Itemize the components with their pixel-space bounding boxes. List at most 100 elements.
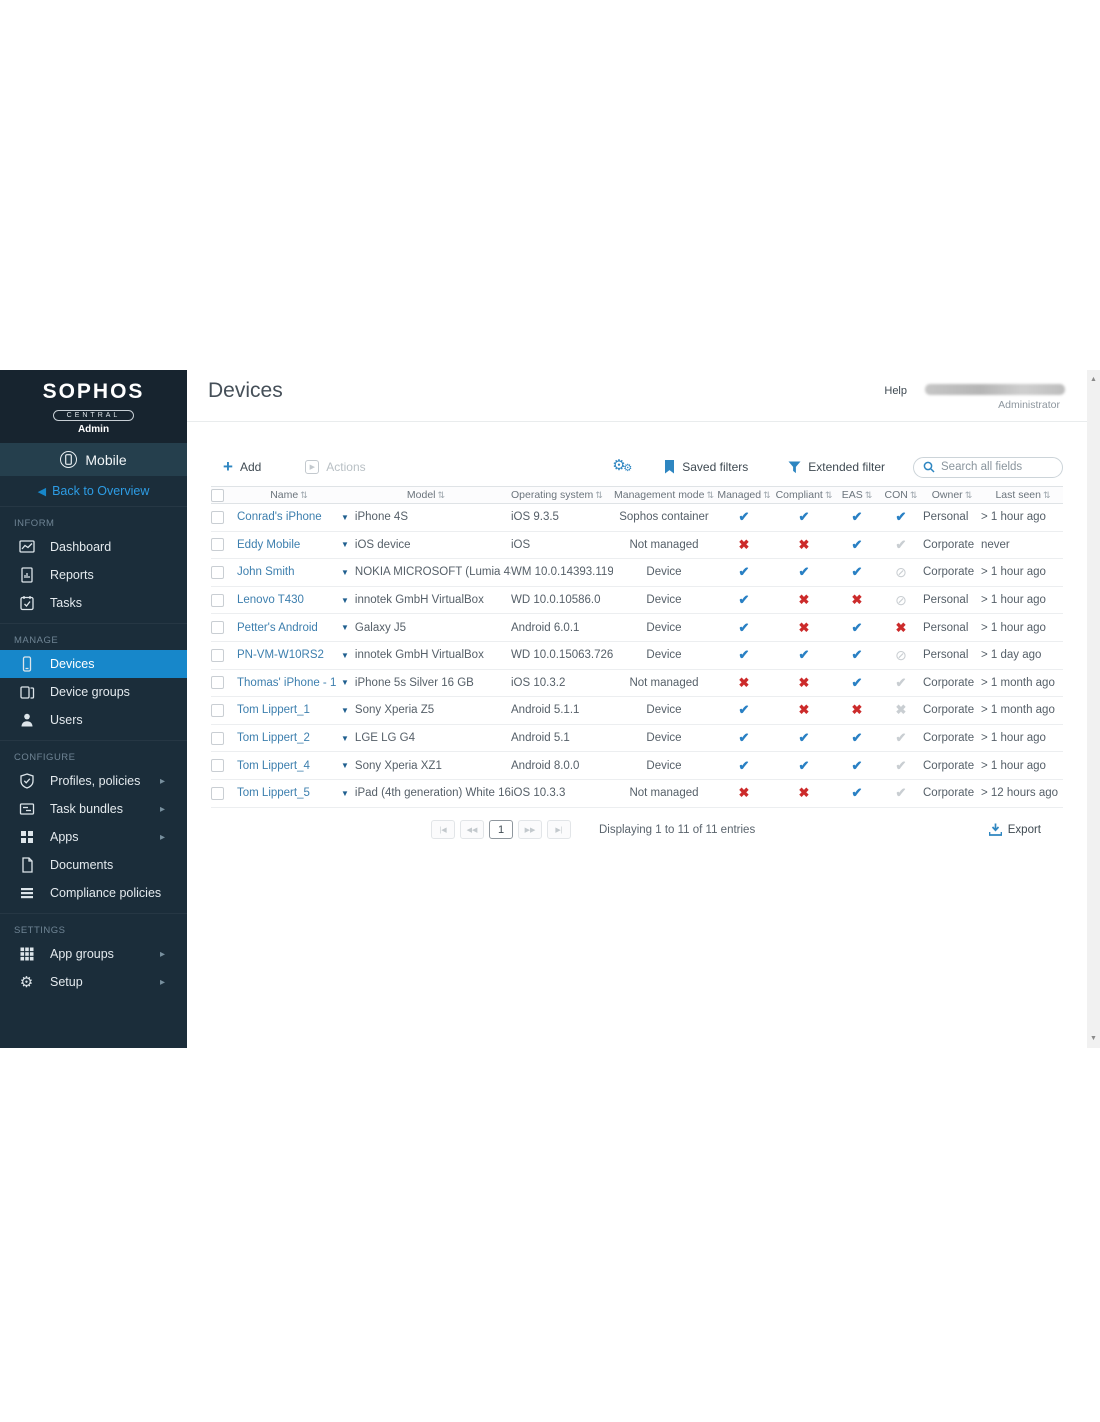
row-checkbox[interactable] xyxy=(211,676,224,690)
device-name-link[interactable]: Conrad's iPhone xyxy=(237,511,322,524)
row-checkbox[interactable] xyxy=(211,786,224,800)
help-link[interactable]: Help xyxy=(884,385,907,397)
device-name-link[interactable]: Tom Lippert_4 xyxy=(237,759,310,772)
sort-icon[interactable]: ⇅ xyxy=(964,490,973,500)
device-name-link[interactable]: Eddy Mobile xyxy=(237,538,301,551)
row-checkbox[interactable] xyxy=(211,731,224,745)
sort-icon[interactable]: ⇅ xyxy=(437,490,446,500)
column-header-con[interactable]: CON ⇅ xyxy=(879,489,923,501)
select-all-checkbox[interactable] xyxy=(211,488,224,502)
sidebar-item-apps[interactable]: Apps ▸ xyxy=(0,823,187,851)
column-header-owner[interactable]: Owner ⇅ xyxy=(923,489,981,501)
sidebar-item-app-groups[interactable]: App groups ▸ xyxy=(0,940,187,968)
row-checkbox[interactable] xyxy=(211,510,224,524)
back-to-overview-link[interactable]: ◀ Back to Overview xyxy=(0,476,187,506)
row-expand-caret-icon[interactable]: ▼ xyxy=(341,650,349,660)
sidebar-item-documents[interactable]: Documents xyxy=(0,851,187,879)
sidebar-item-tasks[interactable]: Tasks xyxy=(0,589,187,617)
row-expand-caret-icon[interactable]: ▼ xyxy=(341,540,349,550)
column-header-last-seen[interactable]: Last seen ⇅ xyxy=(981,489,1065,501)
sidebar-item-users[interactable]: Users xyxy=(0,706,187,734)
bookmark-icon xyxy=(664,460,675,474)
eas-status-icon: ✔ xyxy=(851,619,863,635)
sidebar-item-label: Task bundles xyxy=(50,802,123,816)
sidebar-item-dashboard[interactable]: Dashboard xyxy=(0,533,187,561)
sort-icon[interactable]: ⇅ xyxy=(1043,490,1051,500)
first-page-button[interactable]: |◀ xyxy=(431,820,455,840)
row-checkbox[interactable] xyxy=(211,648,224,662)
device-model: iPhone 4S xyxy=(354,511,408,524)
sidebar-item-setup[interactable]: ⚙ Setup ▸ xyxy=(0,968,187,996)
sidebar-item-device-groups[interactable]: Device groups xyxy=(0,678,187,706)
con-status-icon: ⊘ xyxy=(895,563,907,580)
sidebar-section-label: INFORM xyxy=(14,518,55,529)
con-status-icon: ✔ xyxy=(895,509,907,525)
vertical-scrollbar[interactable]: ▲ ▼ xyxy=(1087,370,1100,1048)
sort-icon[interactable]: ⇅ xyxy=(300,490,308,500)
next-page-button[interactable]: ▶▶ xyxy=(518,820,542,840)
sidebar-item-task-bundles[interactable]: Task bundles ▸ xyxy=(0,795,187,823)
column-header-management-mode[interactable]: Management mode ⇅ xyxy=(613,489,715,501)
sort-icon[interactable]: ⇅ xyxy=(595,490,603,500)
row-checkbox[interactable] xyxy=(211,565,224,579)
device-name-link[interactable]: Tom Lippert_1 xyxy=(237,704,310,717)
device-name-link[interactable]: Lenovo T430 xyxy=(237,594,304,607)
sort-icon[interactable]: ⇅ xyxy=(824,490,833,500)
user-name-redacted[interactable] xyxy=(925,384,1065,395)
search-input[interactable] xyxy=(941,461,1051,473)
sidebar-item-compliance-policies[interactable]: Compliance policies xyxy=(0,879,187,907)
table-settings-button[interactable]: ⚙ ⚙ xyxy=(612,458,634,476)
app-switcher-mobile[interactable]: Mobile xyxy=(0,443,187,476)
row-expand-caret-icon[interactable]: ▼ xyxy=(341,705,349,715)
prev-page-button[interactable]: ◀◀ xyxy=(460,820,484,840)
actions-button[interactable]: ▶ Actions xyxy=(305,460,366,474)
current-page-indicator[interactable]: 1 xyxy=(489,820,513,840)
device-owner: Corporate xyxy=(923,538,975,551)
device-name-link[interactable]: John Smith xyxy=(237,566,295,579)
search-box[interactable] xyxy=(913,456,1063,478)
column-header-operating-system[interactable]: Operating system ⇅ xyxy=(511,489,613,501)
sidebar-section-label: CONFIGURE xyxy=(14,752,76,763)
row-expand-caret-icon[interactable]: ▼ xyxy=(341,733,349,743)
column-header-model[interactable]: Model ⇅ xyxy=(341,489,511,501)
export-button[interactable]: Export xyxy=(988,823,1041,836)
sort-icon[interactable]: ⇅ xyxy=(909,490,918,500)
column-header-eas[interactable]: EAS ⇅ xyxy=(835,489,879,501)
device-row: Thomas' iPhone - 1 ▼ iPhone 5s Silver 16 G… xyxy=(211,670,1063,698)
column-header-managed[interactable]: Managed ⇅ xyxy=(715,489,773,501)
device-name-link[interactable]: Petter's Android xyxy=(237,621,318,634)
scroll-down-arrow[interactable]: ▼ xyxy=(1090,1035,1097,1042)
column-header-compliant[interactable]: Compliant ⇅ xyxy=(773,489,835,501)
row-checkbox[interactable] xyxy=(211,759,224,773)
row-expand-caret-icon[interactable]: ▼ xyxy=(341,512,349,522)
row-checkbox[interactable] xyxy=(211,538,224,552)
last-page-button[interactable]: ▶| xyxy=(547,820,571,840)
row-checkbox[interactable] xyxy=(211,621,224,635)
device-name-link[interactable]: Tom Lippert_5 xyxy=(237,787,310,800)
row-checkbox[interactable] xyxy=(211,703,224,717)
row-expand-caret-icon[interactable]: ▼ xyxy=(341,567,349,577)
sort-icon[interactable]: ⇅ xyxy=(706,490,715,500)
compliant-status-icon: ✖ xyxy=(798,674,810,690)
row-expand-caret-icon[interactable]: ▼ xyxy=(341,678,349,688)
sidebar-item-devices[interactable]: Devices xyxy=(0,650,187,678)
page-title: Devices xyxy=(208,379,283,402)
scroll-up-arrow[interactable]: ▲ xyxy=(1090,376,1097,383)
sort-icon[interactable]: ⇅ xyxy=(864,490,873,500)
row-expand-caret-icon[interactable]: ▼ xyxy=(341,761,349,771)
sort-icon[interactable]: ⇅ xyxy=(763,490,771,500)
device-name-link[interactable]: Thomas' iPhone - 1 xyxy=(237,676,337,689)
row-expand-caret-icon[interactable]: ▼ xyxy=(341,595,349,605)
column-header-name[interactable]: Name ⇅ xyxy=(237,489,341,501)
app-switcher-label: Mobile xyxy=(85,451,127,468)
device-name-link[interactable]: PN-VM-W10RS2 xyxy=(237,649,324,662)
row-checkbox[interactable] xyxy=(211,593,224,607)
sidebar-item-profiles-policies[interactable]: Profiles, policies ▸ xyxy=(0,767,187,795)
row-expand-caret-icon[interactable]: ▼ xyxy=(341,623,349,633)
extended-filter-button[interactable]: Extended filter xyxy=(788,460,885,474)
saved-filters-button[interactable]: Saved filters xyxy=(664,460,748,474)
row-expand-caret-icon[interactable]: ▼ xyxy=(341,788,349,798)
add-button[interactable]: + Add xyxy=(223,458,261,475)
device-name-link[interactable]: Tom Lippert_2 xyxy=(237,732,310,745)
sidebar-item-reports[interactable]: Reports xyxy=(0,561,187,589)
